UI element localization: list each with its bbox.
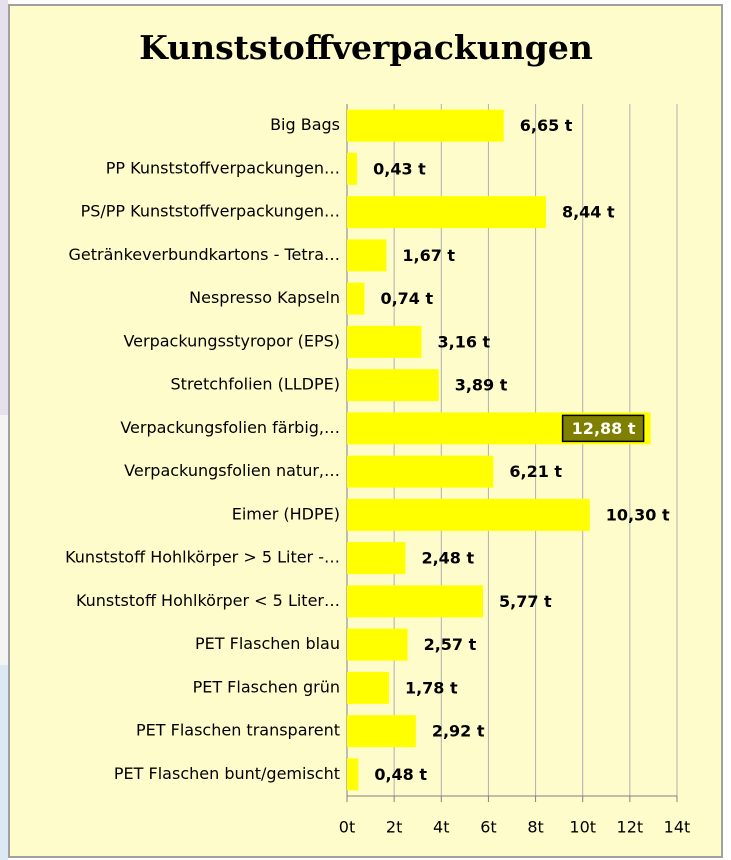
value-label: 2,48 t: [421, 549, 474, 568]
value-label: 6,21 t: [509, 462, 562, 481]
y-tick-label: Big Bags: [270, 115, 340, 134]
y-tick-label: PP Kunststoffverpackungen…: [106, 158, 340, 177]
bar: [347, 325, 422, 358]
bar: [347, 369, 439, 402]
y-tick-label: Stretchfolien (LLDPE): [171, 375, 340, 394]
value-label: 2,92 t: [432, 722, 485, 741]
value-label: 10,30 t: [606, 505, 670, 524]
y-tick-label: PET Flaschen bunt/gemischt: [114, 764, 340, 783]
y-tick-label: Kunststoff Hohlkörper < 5 Liter…: [76, 591, 340, 610]
y-tick-label: Verpackungsfolien natur,…: [124, 461, 340, 480]
y-tick-label: Eimer (HDPE): [232, 504, 340, 523]
y-tick-label: PET Flaschen blau: [195, 634, 340, 653]
value-label: 0,74 t: [380, 289, 433, 308]
x-tick-label: 10t: [569, 818, 596, 837]
x-tick-label: 6t: [480, 818, 496, 837]
value-label: 8,44 t: [562, 203, 615, 222]
bar: [347, 282, 365, 315]
y-tick-label: Verpackungsstyropor (EPS): [123, 331, 340, 350]
background-strip: [0, 415, 8, 665]
y-tick-label: Nespresso Kapseln: [189, 288, 340, 307]
bar: [347, 542, 406, 575]
x-tick-label: 0t: [339, 818, 355, 837]
x-tick-label: 14t: [664, 818, 691, 837]
bar: [347, 628, 408, 661]
value-label: 6,65 t: [520, 116, 573, 135]
y-tick-label: PS/PP Kunststoffverpackungen…: [81, 202, 340, 221]
bar: [347, 671, 389, 704]
value-label: 2,57 t: [424, 635, 477, 654]
chart-title: Kunststoffverpackungen: [139, 28, 593, 67]
bar: [347, 239, 387, 272]
bar: [347, 498, 590, 531]
y-tick-label: Verpackungsfolien färbig,…: [120, 418, 340, 437]
bar: [347, 715, 416, 748]
value-label: 3,16 t: [437, 332, 490, 351]
background-strip: [0, 0, 8, 415]
x-tick-label: 8t: [527, 818, 543, 837]
y-tick-label: Kunststoff Hohlkörper > 5 Liter -…: [65, 548, 340, 567]
bar: [347, 585, 484, 618]
x-tick-label: 2t: [386, 818, 402, 837]
y-tick-label: PET Flaschen grün: [193, 677, 340, 696]
value-label-box: [561, 414, 645, 443]
value-label: 5,77 t: [499, 592, 552, 611]
value-label: 3,89 t: [455, 376, 508, 395]
value-label: 1,78 t: [405, 678, 458, 697]
bar: [347, 196, 546, 229]
value-label: 1,67 t: [402, 246, 455, 265]
y-tick-label: Getränkeverbundkartons - Tetra…: [69, 245, 340, 264]
x-tick-label: 12t: [617, 818, 644, 837]
value-label: 12,88 t: [572, 419, 636, 438]
bar: [347, 152, 358, 185]
bar: [347, 758, 359, 791]
background-strip: [0, 665, 8, 860]
y-tick-label: PET Flaschen transparent: [136, 721, 340, 740]
bar: [347, 455, 494, 488]
bar: [347, 109, 504, 142]
value-label: 0,43 t: [373, 159, 426, 178]
x-tick-label: 4t: [433, 818, 449, 837]
value-label: 0,48 t: [374, 765, 427, 784]
